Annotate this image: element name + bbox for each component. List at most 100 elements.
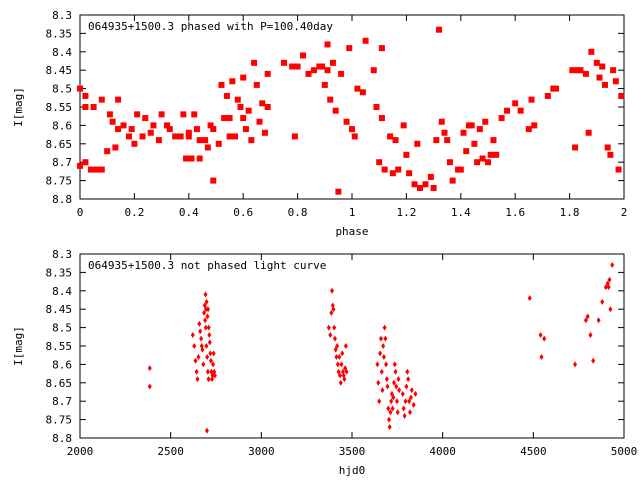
unphased-chart-title: 064935+1500.3 not phased light curve [88, 259, 326, 272]
unphased-data-point [335, 343, 340, 349]
phased-data-point [193, 126, 200, 133]
unphased-x-tick-label: 3500 [339, 445, 366, 458]
phased-data-point [463, 148, 470, 155]
phased-data-point [215, 140, 222, 147]
unphased-data-point [344, 368, 349, 375]
phased-data-point [172, 133, 179, 140]
unphased-data-point [527, 295, 532, 302]
phased-data-point [125, 133, 132, 140]
unphased-data-point [384, 361, 389, 368]
phased-data-point [444, 137, 451, 144]
phased-y-tick-label: 8.5 [52, 83, 72, 96]
unphased-data-point [591, 357, 596, 364]
phased-data-point [202, 137, 209, 144]
unphased-y-tick-label: 8.65 [46, 377, 73, 390]
unphased-data-point [208, 357, 213, 364]
unphased-data-point [203, 291, 208, 298]
phased-data-point [82, 159, 89, 166]
unphased-data-point [402, 412, 407, 419]
phased-data-point [147, 129, 154, 136]
unphased-data-point [588, 331, 593, 338]
phased-data-point [210, 177, 217, 184]
phased-data-point [191, 111, 198, 118]
phased-data-point [240, 74, 247, 81]
phased-data-point [411, 181, 418, 188]
unphased-x-tick-label: 4500 [520, 445, 547, 458]
unphased-data-point [379, 335, 384, 342]
unphased-data-point [208, 350, 213, 357]
phased-data-point [82, 104, 89, 110]
phased-data-point [528, 96, 535, 103]
unphased-data-point [205, 354, 210, 361]
phased-data-point [498, 115, 505, 122]
phased-data-point [82, 92, 89, 99]
phased-x-tick-label: 0 [77, 206, 84, 219]
phased-data-point [77, 162, 83, 169]
phased-data-point [346, 45, 353, 52]
phased-data-point [338, 70, 345, 77]
unphased-data-point [200, 346, 205, 353]
unphased-data-point [381, 354, 386, 361]
unphased-data-point [337, 354, 342, 361]
phased-data-point [585, 129, 592, 136]
unphased-data-point [212, 372, 217, 379]
phased-data-point [433, 137, 440, 144]
unphased-data-point [211, 361, 216, 368]
phased-data-point [106, 111, 113, 118]
phased-x-tick-label: 1.4 [451, 206, 471, 219]
unphased-y-axis-label: I[mag] [12, 326, 25, 366]
unphased-data-point [397, 387, 402, 394]
unphased-data-point [409, 387, 414, 394]
unphased-data-point [406, 376, 411, 383]
phased-data-point [319, 63, 326, 70]
unphased-data-point [585, 313, 590, 320]
phased-data-point [615, 166, 622, 173]
phased-data-point [196, 137, 203, 144]
unphased-data-point [199, 335, 204, 342]
phased-data-point [87, 166, 94, 173]
phased-data-point [90, 104, 97, 110]
unphased-data-point [404, 383, 409, 390]
unphased-data-point [395, 409, 400, 416]
unphased-data-point [339, 361, 344, 368]
phased-data-point [525, 126, 532, 133]
phased-data-point [98, 96, 105, 103]
unphased-y-tick-label: 8.35 [46, 266, 73, 279]
phased-data-point [210, 126, 217, 133]
unphased-data-point [202, 309, 207, 316]
unphased-data-point [386, 416, 391, 423]
unphased-x-tick-label: 2000 [67, 445, 94, 458]
unphased-y-tick-label: 8.4 [52, 285, 72, 298]
unphased-data-point [386, 405, 391, 412]
phased-data-point [294, 63, 301, 70]
phased-data-point [264, 104, 271, 110]
phased-data-point [196, 155, 203, 162]
phased-data-point [504, 107, 511, 114]
unphased-data-point [607, 276, 612, 283]
unphased-data-point [198, 328, 203, 335]
phased-data-point [128, 126, 135, 133]
unphased-data-point [190, 331, 195, 338]
unphased-data-point [334, 354, 339, 361]
phased-x-tick-label: 0.4 [179, 206, 199, 219]
unphased-y-tick-label: 8.45 [46, 303, 73, 316]
phased-data-point [237, 104, 244, 110]
unphased-data-point [385, 383, 390, 390]
phased-data-point [188, 155, 195, 162]
unphased-data-point [596, 317, 601, 324]
phased-data-point [321, 81, 328, 88]
unphased-data-point [384, 376, 389, 383]
phased-x-tick-label: 1.6 [505, 206, 525, 219]
phased-data-point [572, 144, 579, 151]
phased-data-point [588, 48, 595, 55]
unphased-data-point [573, 361, 578, 368]
phased-data-points [77, 26, 625, 195]
phased-data-point [582, 70, 589, 77]
phased-data-point [164, 122, 171, 129]
unphased-data-point [408, 394, 413, 401]
phased-data-point [98, 166, 105, 173]
phased-data-point [468, 122, 475, 129]
phased-data-point [417, 184, 423, 191]
phased-data-point [577, 67, 584, 74]
